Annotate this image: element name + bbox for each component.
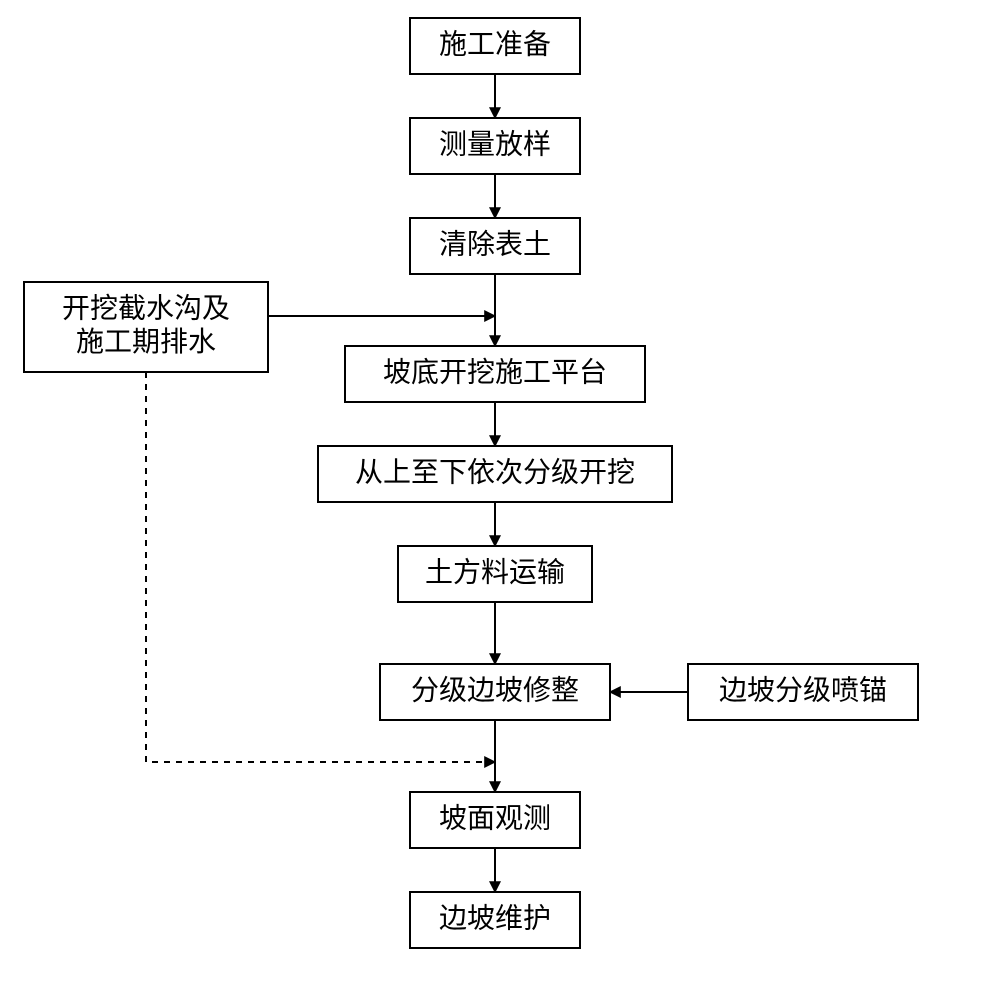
flow-node-n1: 施工准备 <box>410 18 580 74</box>
flow-node-label: 坡底开挖施工平台 <box>383 356 607 387</box>
flow-node-n9: 边坡维护 <box>410 892 580 948</box>
flow-node-label: 边坡分级喷锚 <box>719 674 887 705</box>
flow-node-label: 测量放样 <box>439 128 551 159</box>
flow-node-label: 施工准备 <box>439 28 551 59</box>
flow-node-label: 土方料运输 <box>425 556 565 587</box>
flow-node-label: 分级边坡修整 <box>411 674 579 705</box>
flow-node-label: 清除表土 <box>439 228 551 259</box>
flow-node-n4: 坡底开挖施工平台 <box>345 346 645 402</box>
flow-node-n6: 土方料运输 <box>398 546 592 602</box>
flow-node-n8: 坡面观测 <box>410 792 580 848</box>
flow-node-label: 边坡维护 <box>439 902 551 933</box>
flow-node-n5: 从上至下依次分级开挖 <box>318 446 672 502</box>
flow-node-label: 从上至下依次分级开挖 <box>355 456 635 487</box>
flow-node-s2: 边坡分级喷锚 <box>688 664 918 720</box>
flowchart-canvas: 施工准备测量放样清除表土坡底开挖施工平台从上至下依次分级开挖土方料运输分级边坡修… <box>0 0 1000 984</box>
flow-node-n7: 分级边坡修整 <box>380 664 610 720</box>
flow-node-n2: 测量放样 <box>410 118 580 174</box>
flow-node-label: 开挖截水沟及 <box>62 293 230 324</box>
flow-node-s1: 开挖截水沟及施工期排水 <box>24 282 268 372</box>
flow-node-label: 坡面观测 <box>439 802 551 833</box>
flow-node-label: 施工期排水 <box>76 326 216 357</box>
flow-node-n3: 清除表土 <box>410 218 580 274</box>
